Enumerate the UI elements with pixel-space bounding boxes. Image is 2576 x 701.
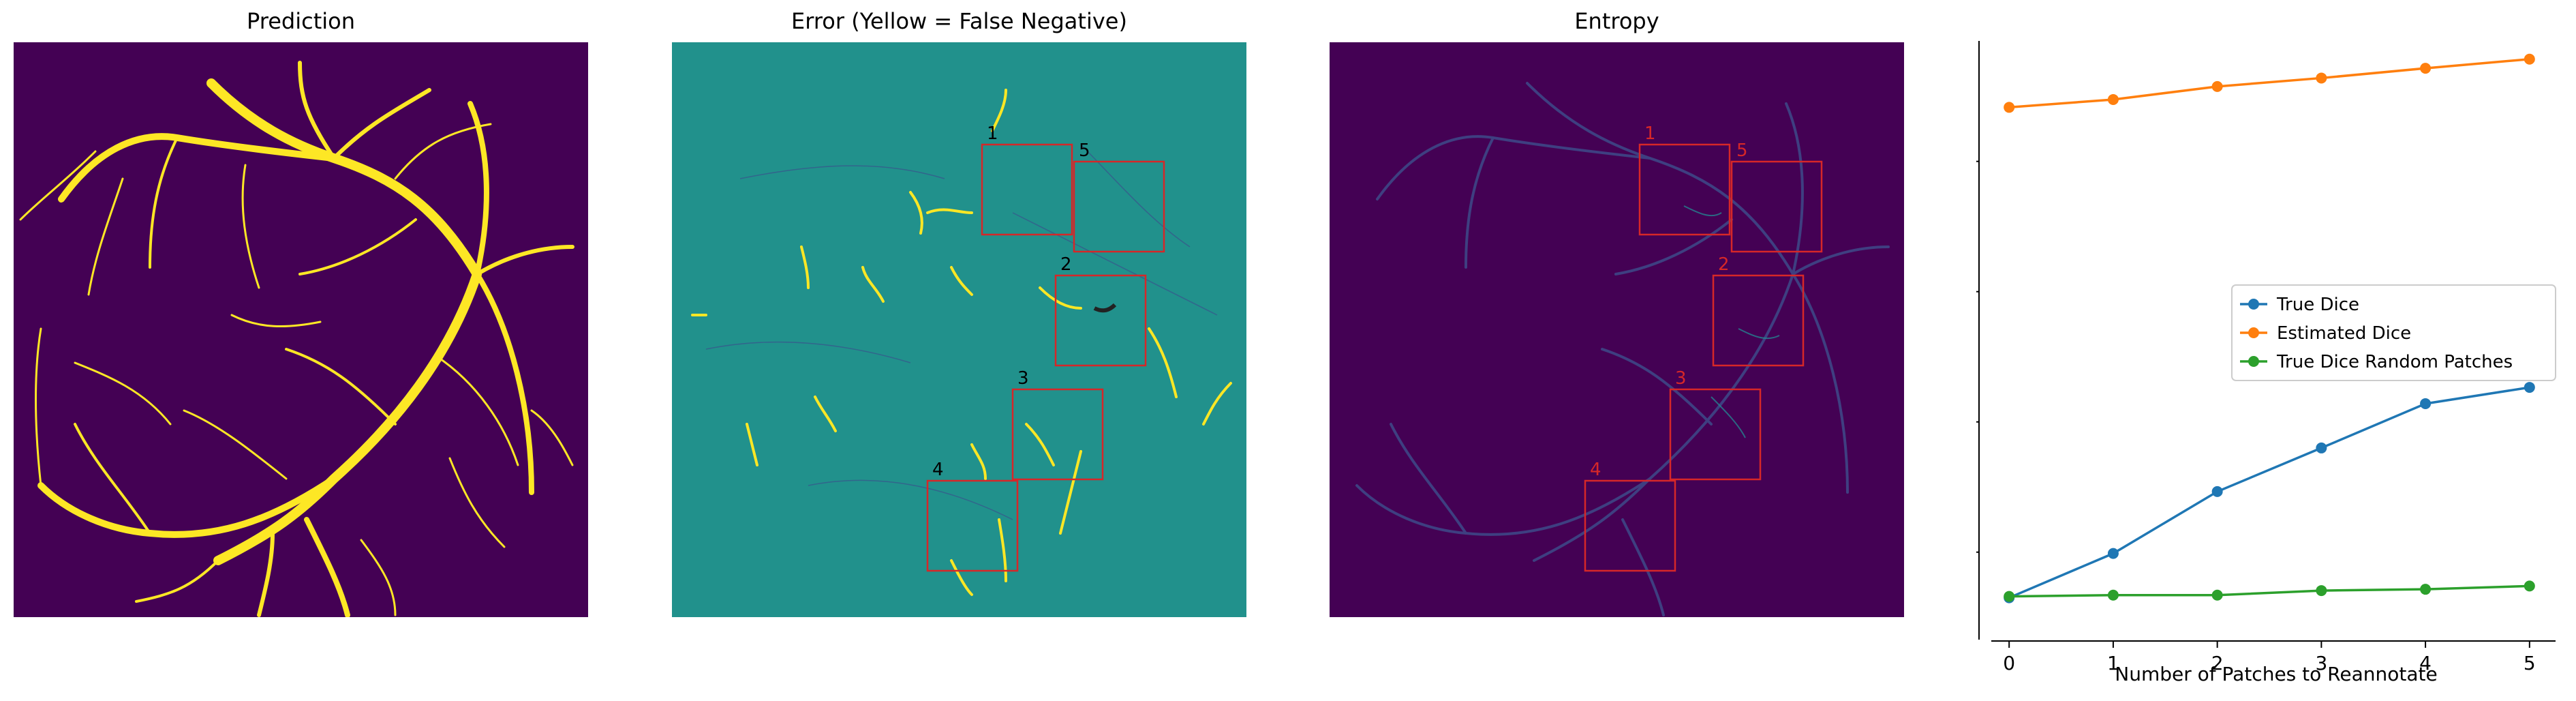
legend-label: Estimated Dice: [2277, 323, 2411, 344]
error-patch-label-5: 5: [1079, 140, 1090, 161]
legend-label: True Dice: [2276, 295, 2359, 315]
error-patch-label-3: 3: [1017, 368, 1029, 389]
x-tick-label: 4: [2419, 652, 2432, 674]
series-point: [2316, 72, 2327, 84]
error-patch-boxes: [926, 143, 1165, 572]
chart-legend: True Dice Estimated Dice True Dice Random …: [2231, 284, 2556, 381]
prediction-image: [14, 42, 588, 617]
series-line-1: [2009, 57, 2530, 109]
series-point: [2524, 382, 2535, 393]
dice-line-chart: 0.900.920.940.96012345 Number of Patches…: [1976, 41, 2556, 685]
series-point: [2107, 589, 2119, 601]
series-point: [2211, 589, 2223, 601]
legend-label: True Dice Random Patches: [2276, 352, 2513, 372]
x-tick-label: 5: [2524, 652, 2536, 674]
prediction-title: Prediction: [247, 8, 355, 34]
series-point: [2316, 442, 2327, 453]
chart-series: [2004, 53, 2535, 603]
series-point: [2107, 93, 2119, 105]
legend-box: [2231, 284, 2556, 381]
series-point: [2420, 398, 2432, 409]
x-tick-label: 3: [2315, 652, 2327, 674]
x-tick-label: 1: [2107, 652, 2119, 674]
series-line-2: [2009, 584, 2530, 598]
series-point: [2004, 102, 2015, 113]
error-patch-label-4: 4: [932, 460, 944, 480]
x-tick-label: 2: [2211, 652, 2224, 674]
entropy-patch-label-3: 3: [1675, 368, 1687, 389]
series-point: [2524, 53, 2535, 65]
entropy-patch-label-4: 4: [1590, 460, 1601, 480]
legend-marker: [2248, 356, 2259, 367]
series-point: [2211, 80, 2223, 92]
error-image: 1 5 2 3 4: [672, 42, 1246, 617]
series-line-0: [2008, 386, 2530, 599]
entropy-patch-label-5: 5: [1736, 140, 1748, 161]
series-point: [2420, 63, 2432, 74]
legend-marker: [2248, 299, 2259, 310]
entropy-patch-label-2: 2: [1718, 254, 1730, 275]
series-point: [2211, 486, 2223, 497]
series-point: [2420, 584, 2432, 595]
entropy-title: Entropy: [1574, 8, 1659, 34]
x-tick-label: 0: [2003, 652, 2015, 674]
error-title: Error (Yellow = False Negative): [791, 8, 1127, 34]
series-point: [2004, 591, 2015, 602]
chart-x-axis-label: Number of Patches to Reannotate: [2115, 663, 2437, 685]
entropy-image: 1 5 2 3 4: [1330, 42, 1904, 617]
series-point: [2316, 585, 2327, 597]
series-point: [2107, 548, 2119, 559]
error-patch-label-1: 1: [987, 123, 998, 144]
error-patch-label-2: 2: [1060, 254, 1072, 275]
entropy-patch-label-1: 1: [1644, 123, 1656, 144]
legend-marker: [2248, 327, 2259, 338]
chart-axes: 0.900.920.940.96012345: [1976, 41, 2556, 674]
entropy-patch-boxes: [1584, 143, 1823, 572]
series-point: [2524, 580, 2535, 592]
